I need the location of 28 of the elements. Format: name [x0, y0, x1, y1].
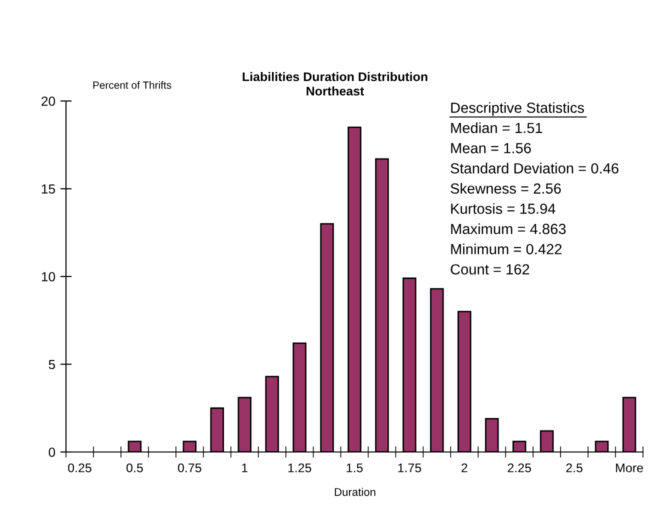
x-tick-label: 2.5 — [566, 463, 582, 472]
annotation: Median = 1.51 — [451, 122, 542, 134]
x-axis-title: Duration — [334, 488, 376, 496]
annotation: Count = 162 — [450, 264, 530, 275]
x-tick-label: 1.5 — [346, 464, 363, 472]
chart-title: Liabilities Duration Distribution Northeast — [242, 72, 428, 96]
y-axis-title: Percent of Thrifts — [93, 81, 172, 89]
y-tick-label: 20 — [42, 96, 56, 106]
annotation: Mean = 1.56 — [451, 142, 531, 154]
annotation: Standard Deviation = 0.46 — [450, 162, 618, 174]
annotation: Descriptive Statistics — [451, 102, 584, 116]
annotation: Maximum = 4.863 — [451, 223, 566, 234]
x-tick-label: 2.25 — [508, 463, 531, 472]
x-tick-label: 1.25 — [288, 463, 312, 472]
x-tick-label: 0.25 — [68, 463, 92, 472]
x-tick-label: 1.75 — [398, 464, 422, 472]
y-tick-label: 15 — [42, 184, 56, 194]
annotation: Skewness = 2.56 — [450, 183, 561, 194]
annotation: Minimum = 0.422 — [451, 244, 562, 254]
y-tick-label: 10 — [42, 272, 56, 282]
y-tick-label: 0 — [48, 448, 56, 457]
x-tick-label: 2 — [462, 463, 468, 472]
y-tick-label: 5 — [48, 360, 56, 370]
x-tick-label: 1 — [242, 464, 248, 472]
x-tick-label: 0.75 — [178, 463, 202, 472]
x-tick-label: 0.5 — [126, 463, 143, 472]
x-tick-label: More — [616, 464, 643, 472]
annotation: Kurtosis = 15.94 — [451, 203, 556, 214]
